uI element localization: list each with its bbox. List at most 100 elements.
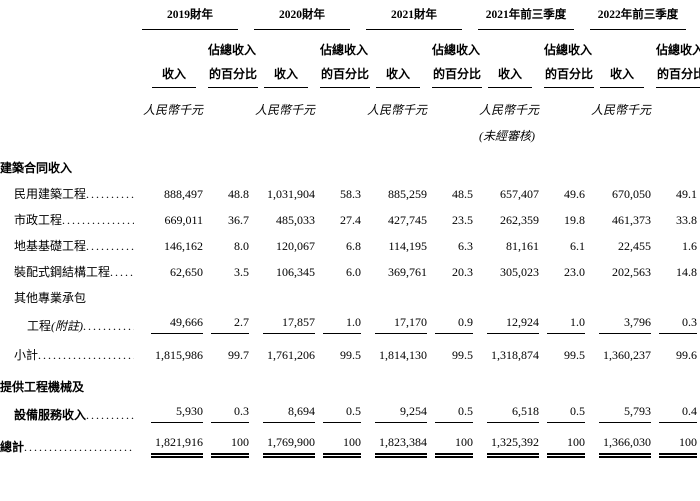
table-row: 地基基礎工程 146,162 8.0 120,067 6.8 114,195 6… — [0, 228, 700, 254]
percentage-value: 0.4 — [659, 404, 697, 423]
currency-unit-label: 人民幣千元 — [590, 103, 651, 117]
revenue-value: 885,259 — [388, 187, 427, 201]
revenue-value: 262,359 — [500, 213, 539, 227]
percentage-value: 99.5 — [564, 348, 585, 362]
revenue-value: 9,254 — [375, 404, 427, 423]
revenue-value: 1,325,392 — [487, 435, 539, 458]
percentage-value: 99.7 — [228, 348, 249, 362]
pct-header-line1: 佔總收入 — [432, 43, 481, 57]
pct-header-line1: 佔總收入 — [656, 43, 700, 57]
row-label: 地基基礎工程 — [14, 239, 87, 253]
revenue-column-header: 收入 — [151, 65, 196, 88]
percentage-value: 6.3 — [458, 239, 473, 253]
pct-column-header: 的百分比 — [432, 65, 483, 88]
dot-leader — [24, 440, 134, 455]
currency-unit-row: 人民幣千元 人民幣千元 人民幣千元 人民幣千元 人民幣千元 — [0, 88, 700, 118]
revenue-value: 1,815,986 — [155, 348, 203, 362]
revenue-value: 461,373 — [612, 213, 651, 227]
total-row: 總計 1,821,916 100 1,769,900 100 1,823,384… — [0, 423, 700, 458]
percentage-value: 100 — [323, 435, 361, 458]
section-label: 提供工程機械及 — [0, 380, 85, 394]
row-label: 裝配式鋼結構工程 — [14, 265, 111, 279]
percentage-value: 49.1 — [676, 187, 697, 201]
revenue-value: 146,162 — [164, 239, 203, 253]
percentage-value: 0.3 — [211, 404, 249, 423]
pct-column-header: 的百分比 — [656, 65, 700, 88]
dot-leader — [110, 265, 134, 280]
pct-column-header: 的百分比 — [320, 65, 371, 88]
dot-leader — [38, 348, 134, 363]
currency-unit-label: 人民幣千元 — [254, 103, 315, 117]
revenue-value: 202,563 — [612, 265, 651, 279]
percentage-value: 99.5 — [452, 348, 473, 362]
revenue-value: 6,518 — [487, 404, 539, 423]
dot-leader — [86, 187, 134, 202]
revenue-value: 5,793 — [599, 404, 651, 423]
pct-column-header: 的百分比 — [544, 65, 595, 88]
percentage-value: 99.6 — [676, 348, 697, 362]
revenue-value: 22,455 — [618, 239, 651, 253]
pct-header-line1: 佔總收入 — [320, 43, 369, 57]
row-label: 市政工程 — [14, 213, 63, 227]
revenue-column-header: 收入 — [375, 65, 420, 88]
percentage-value: 27.4 — [340, 213, 361, 227]
revenue-value: 1,366,030 — [599, 435, 651, 458]
revenue-value: 670,050 — [612, 187, 651, 201]
table-row: 裝配式鋼結構工程 62,650 3.5 106,345 6.0 369,761 … — [0, 254, 700, 280]
table-row: 市政工程 669,011 36.7 485,033 27.4 427,745 2… — [0, 202, 700, 228]
revenue-value: 669,011 — [164, 213, 203, 227]
fiscal-period-header: 2021財年 — [366, 6, 462, 30]
pct-header-line1: 佔總收入 — [208, 43, 257, 57]
percentage-value: 23.5 — [452, 213, 473, 227]
percentage-value: 100 — [435, 435, 473, 458]
section-header-row: 提供工程機械及 — [0, 363, 700, 395]
percentage-value: 1.6 — [682, 239, 697, 253]
percentage-value: 19.8 — [564, 213, 585, 227]
revenue-value: 49,666 — [151, 315, 203, 334]
percentage-value: 0.9 — [435, 315, 473, 334]
percentage-value: 0.5 — [547, 404, 585, 423]
percentage-value: 48.5 — [452, 187, 473, 201]
percentage-value: 100 — [211, 435, 249, 458]
percentage-value: 33.8 — [676, 213, 697, 227]
revenue-value: 81,161 — [506, 239, 539, 253]
percentage-value: 0.3 — [659, 315, 697, 334]
subtotal-row: 小計 1,815,986 99.7 1,761,206 99.5 1,814,1… — [0, 334, 700, 363]
fiscal-period-header: 2019財年 — [142, 6, 238, 30]
revenue-value: 427,745 — [388, 213, 427, 227]
fiscal-period-header: 2021年前三季度 — [478, 6, 574, 30]
percentage-value: 20.3 — [452, 265, 473, 279]
revenue-value: 1,031,904 — [267, 187, 315, 201]
revenue-value: 1,761,206 — [267, 348, 315, 362]
percentage-value: 6.0 — [346, 265, 361, 279]
percentage-value: 0.5 — [323, 404, 361, 423]
row-label: 工程(附註) — [27, 319, 84, 333]
revenue-value: 657,407 — [500, 187, 539, 201]
pct-header-line1-row: 佔總收入 佔總收入 佔總收入 佔總收入 佔總收入 — [0, 30, 700, 58]
column-subheader-row: 收入 的百分比 收入 的百分比 收入 的百分比 收入 的百分比 收入 的百分比 — [0, 58, 700, 88]
revenue-breakdown-table: 2019財年 2020財年 2021財年 2021年前三季度 2022年前三季度… — [0, 6, 700, 458]
table-row: 設備服務收入 5,930 0.3 8,694 0.5 9,254 0.5 6,5… — [0, 395, 700, 423]
revenue-value: 888,497 — [164, 187, 203, 201]
revenue-value: 62,650 — [170, 265, 203, 279]
fiscal-period-header: 2022年前三季度 — [590, 6, 686, 30]
percentage-value: 1.0 — [547, 315, 585, 334]
percentage-value: 0.5 — [435, 404, 473, 423]
currency-unit-label: 人民幣千元 — [366, 103, 427, 117]
revenue-value: 1,823,384 — [375, 435, 427, 458]
percentage-value: 36.7 — [228, 213, 249, 227]
percentage-value: 6.8 — [346, 239, 361, 253]
revenue-value: 17,170 — [375, 315, 427, 334]
revenue-column-header: 收入 — [599, 65, 644, 88]
percentage-value: 1.0 — [323, 315, 361, 334]
revenue-column-header: 收入 — [263, 65, 308, 88]
revenue-value: 5,930 — [151, 404, 203, 423]
percentage-value: 14.8 — [676, 265, 697, 279]
table-row: 民用建築工程 888,497 48.8 1,031,904 58.3 885,2… — [0, 176, 700, 202]
percentage-value: 99.5 — [340, 348, 361, 362]
percentage-value: 100 — [659, 435, 697, 458]
section-header-row: 建築合同收入 — [0, 144, 700, 176]
percentage-value: 100 — [547, 435, 585, 458]
row-label: 小計 — [14, 348, 39, 362]
